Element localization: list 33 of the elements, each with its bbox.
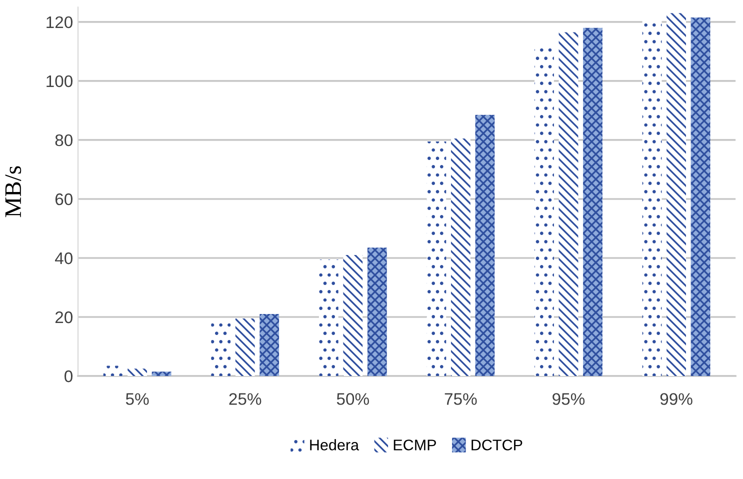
- y-tick-label: 40: [55, 252, 73, 264]
- y-tick-label: 20: [55, 311, 73, 324]
- bar: [690, 18, 710, 376]
- legend-label: ECMP: [394, 440, 436, 450]
- y-tick-label: 0: [64, 370, 73, 382]
- x-tick-label: 5%: [126, 393, 149, 405]
- bar: [450, 138, 470, 376]
- bar: [235, 318, 255, 376]
- bar: [152, 372, 172, 376]
- bar: [367, 248, 387, 376]
- bar: [103, 366, 123, 376]
- x-tick-label: 95%: [552, 393, 585, 405]
- bar: [128, 368, 148, 376]
- bar: [318, 259, 338, 376]
- legend-label: DCTCP: [472, 440, 522, 450]
- y-axis-title: MB/s: [5, 166, 22, 218]
- bar: [475, 114, 495, 376]
- bar: [343, 255, 363, 376]
- y-tick-label: 80: [55, 134, 73, 146]
- bar: [558, 32, 578, 376]
- bar: [666, 13, 686, 376]
- x-tick-label: 75%: [444, 393, 477, 405]
- bar: [426, 141, 446, 376]
- y-tick-label: 100: [46, 75, 73, 88]
- x-tick-label: 50%: [336, 393, 369, 405]
- bar: [583, 28, 602, 376]
- x-tick-label: 99%: [660, 393, 692, 405]
- x-tick-label: 25%: [229, 393, 262, 405]
- bar: [211, 321, 231, 376]
- bar: [260, 314, 280, 376]
- y-tick-label: 60: [55, 193, 73, 206]
- y-tick-label: 120: [46, 16, 73, 28]
- legend-label: Hedera: [310, 439, 360, 450]
